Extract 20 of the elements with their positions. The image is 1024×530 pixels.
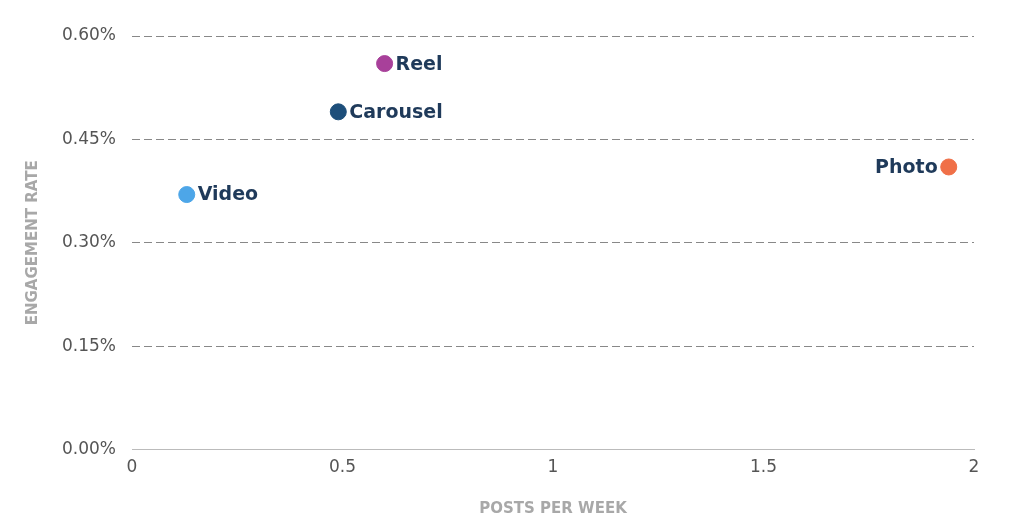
x-tick-label: 0 bbox=[126, 456, 138, 477]
x-tick-label: 1.5 bbox=[749, 456, 778, 477]
series-label: Photo bbox=[875, 154, 938, 177]
x-tick-label: 1 bbox=[547, 456, 559, 477]
series-label: Video bbox=[197, 182, 259, 205]
point bbox=[940, 158, 958, 176]
y-tick-label: 0.15% bbox=[61, 334, 116, 355]
y-axis-title: ENGAGEMENT RATE bbox=[22, 160, 41, 326]
x-tick-label: 0.5 bbox=[328, 456, 357, 477]
y-tick-label: 0.45% bbox=[61, 127, 116, 148]
series-label: Reel bbox=[395, 51, 443, 74]
y-tick-label: 0.30% bbox=[61, 231, 116, 252]
point bbox=[376, 55, 394, 73]
series-label: Carousel bbox=[349, 99, 443, 122]
point bbox=[329, 103, 347, 121]
y-tick-label: 0.60% bbox=[61, 24, 116, 45]
point bbox=[178, 186, 196, 204]
x-axis-title: POSTS PER WEEK bbox=[479, 498, 629, 517]
y-tick-label: 0.00% bbox=[61, 438, 116, 459]
x-tick-label: 2 bbox=[968, 456, 980, 477]
